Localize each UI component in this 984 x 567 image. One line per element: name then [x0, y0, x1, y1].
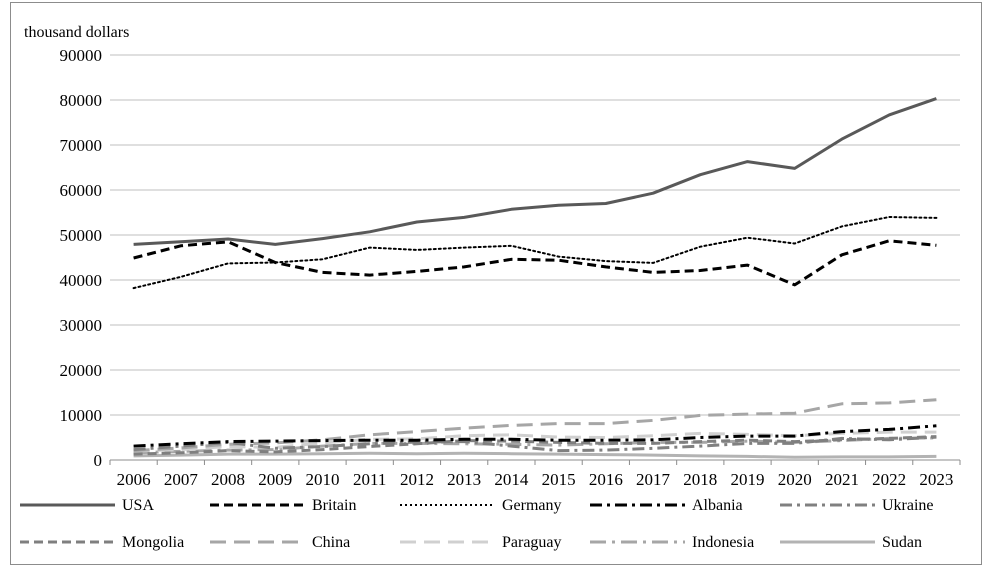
x-tick-label: 2006 [117, 470, 151, 489]
legend-label-mongolia: Mongolia [122, 534, 184, 551]
legend-label-britain: Britain [312, 497, 356, 514]
series-line-mongolia [133, 435, 937, 456]
legend-label-ukraine: Ukraine [882, 497, 934, 514]
series-line-china [133, 398, 937, 453]
x-tick-label: 2021 [825, 470, 859, 489]
y-axis-unit-label: thousand dollars [24, 24, 129, 41]
y-tick-label: 10000 [60, 406, 103, 425]
legend-label-usa: USA [122, 497, 154, 514]
y-tick-label: 70000 [60, 136, 103, 155]
x-tick-label: 2016 [589, 470, 623, 489]
x-tick-label: 2020 [778, 470, 812, 489]
x-tick-label: 2012 [400, 470, 434, 489]
y-tick-label: 50000 [60, 226, 103, 245]
series-line-usa [133, 97, 937, 246]
x-tick-label: 2013 [447, 470, 481, 489]
x-tick-label: 2014 [494, 470, 529, 489]
y-tick-label: 20000 [60, 361, 103, 380]
x-tick-label: 2009 [258, 470, 292, 489]
legend-label-indonesia: Indonesia [692, 534, 754, 551]
y-axis-ticks: 0 10000 20000 30000 40000 50000 60000 70000 8000… [60, 46, 103, 470]
x-axis-ticks: 2006 2007 2008 2009 2010 2011 2012 2013 2014 2015… [117, 470, 954, 489]
series-line-germany [132, 216, 938, 290]
gridlines [110, 54, 960, 416]
y-tick-label: 90000 [60, 46, 103, 65]
x-tick-label: 2019 [731, 470, 765, 489]
x-tick-label: 2008 [211, 470, 245, 489]
series-lines [132, 97, 938, 459]
series-line-sudan [133, 451, 937, 459]
y-tick-label: 60000 [60, 181, 103, 200]
x-axis [109, 459, 961, 465]
x-tick-label: 2022 [872, 470, 906, 489]
x-tick-label: 2015 [542, 470, 576, 489]
x-tick-label: 2018 [683, 470, 717, 489]
series-line-albania [133, 424, 937, 448]
legend-label-germany: Germany [502, 497, 562, 514]
x-tick-label: 2017 [636, 470, 671, 489]
y-tick-label: 40000 [60, 271, 103, 290]
x-tick-label: 2023 [919, 470, 953, 489]
legend-label-paraguay: Paraguay [502, 534, 562, 551]
x-tick-label: 2010 [306, 470, 340, 489]
y-tick-label: 80000 [60, 91, 103, 110]
y-tick-label: 30000 [60, 316, 103, 335]
legend-label-china: China [312, 534, 350, 551]
series-line-britain [133, 239, 937, 287]
y-tick-label: 0 [94, 451, 103, 470]
x-tick-label: 2007 [164, 470, 199, 489]
legend-label-albania: Albania [692, 497, 743, 514]
series-line-indonesia [133, 436, 937, 455]
legend: USA Britain Germany Albania Ukraine Mongolia C… [20, 497, 934, 551]
chart-frame [10, 2, 982, 565]
series-line-ukraine [133, 435, 937, 453]
x-tick-label: 2011 [353, 470, 386, 489]
legend-label-sudan: Sudan [882, 534, 922, 551]
